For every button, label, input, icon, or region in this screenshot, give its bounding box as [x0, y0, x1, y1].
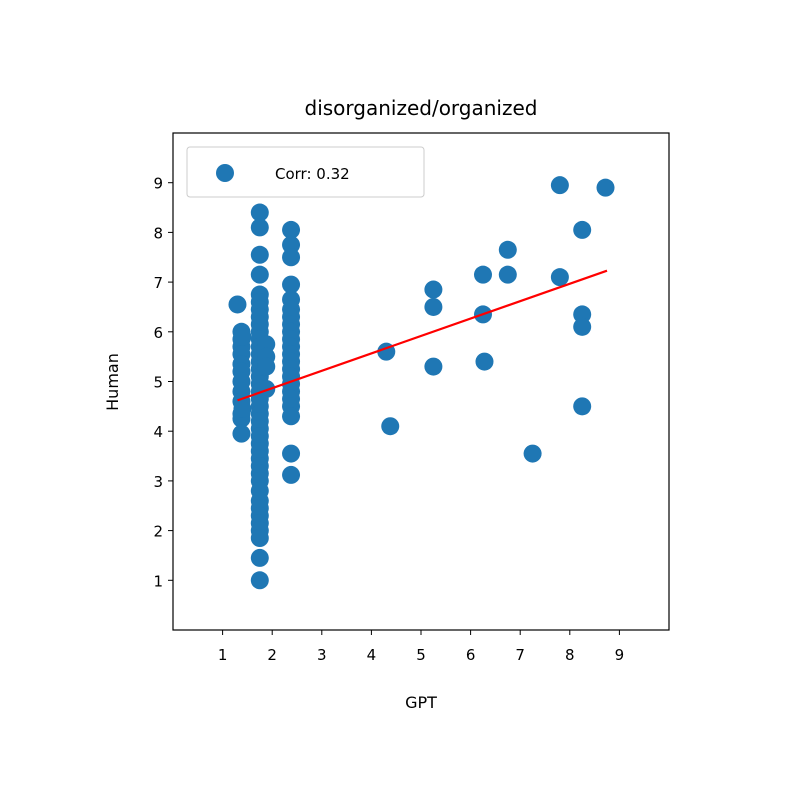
data-point [257, 357, 276, 376]
data-point [233, 327, 252, 346]
x-tick-label: 3 [317, 646, 327, 664]
y-tick-label: 9 [153, 175, 163, 193]
plot-area [228, 176, 615, 590]
data-point [523, 444, 542, 463]
data-point [498, 240, 517, 259]
x-tick-label: 8 [565, 646, 575, 664]
data-point [282, 407, 301, 426]
data-point [257, 379, 276, 398]
y-axis-label: Human [103, 353, 122, 411]
data-point [250, 571, 269, 590]
x-tick-label: 4 [367, 646, 377, 664]
data-point [573, 220, 592, 239]
y-tick-label: 7 [153, 274, 163, 292]
y-tick-label: 2 [153, 523, 163, 541]
data-point [250, 548, 269, 567]
data-point [424, 357, 443, 376]
data-point [250, 245, 269, 264]
data-point [232, 424, 251, 443]
x-tick-label: 9 [615, 646, 625, 664]
x-tick-label: 2 [267, 646, 277, 664]
x-tick-label: 1 [218, 646, 228, 664]
data-point [282, 465, 301, 484]
y-tick-label: 3 [153, 473, 163, 491]
data-point [474, 265, 492, 284]
data-point [596, 178, 615, 197]
y-tick-label: 8 [153, 224, 163, 242]
y-tick-label: 1 [153, 572, 163, 590]
data-point [424, 280, 443, 299]
data-point [257, 335, 276, 354]
data-point [550, 176, 569, 195]
data-point [573, 305, 592, 324]
legend-box [186, 146, 425, 198]
data-point [475, 352, 494, 371]
y-tick-label: 5 [153, 374, 163, 392]
data-point [573, 317, 592, 336]
x-tick-label: 6 [466, 646, 476, 664]
legend: Corr: 0.32 [186, 146, 425, 198]
data-point [282, 248, 301, 267]
data-point [424, 297, 443, 316]
data-point [228, 295, 247, 314]
data-point [233, 399, 252, 418]
data-point [573, 397, 592, 416]
legend-marker [216, 164, 234, 182]
data-point [282, 444, 301, 463]
data-point [282, 275, 301, 294]
data-point [498, 265, 517, 284]
data-point [250, 265, 269, 284]
data-point [550, 268, 569, 287]
data-point [282, 220, 301, 239]
legend-label: Corr: 0.32 [275, 165, 350, 183]
x-axis: 1 2 3 4 5 6 7 8 9 [218, 630, 624, 664]
data-point [282, 235, 301, 254]
fit-line [237, 269, 608, 402]
y-tick-label: 6 [153, 324, 163, 342]
data-point [250, 218, 269, 237]
data-point [250, 203, 269, 222]
x-tick-label: 5 [416, 646, 426, 664]
x-tick-label: 7 [515, 646, 525, 664]
y-axis: 1 2 3 4 5 6 7 8 9 [153, 175, 173, 590]
y-tick-label: 4 [153, 423, 163, 441]
data-point [250, 529, 269, 548]
data-point [381, 417, 400, 436]
chart-title: disorganized/organized [305, 96, 538, 120]
x-axis-label: GPT [405, 693, 437, 712]
